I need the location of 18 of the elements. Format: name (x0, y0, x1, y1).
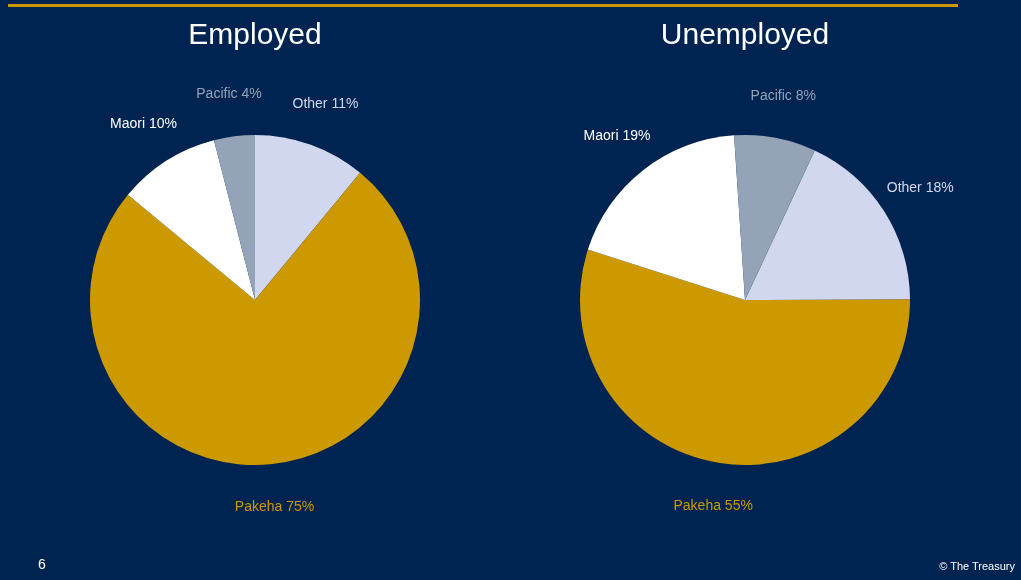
slice-label: Pakeha 55% (673, 496, 753, 513)
slice-label: Pacific 4% (196, 84, 262, 101)
chart-title: Employed (188, 17, 322, 50)
pie-slice (213, 135, 255, 300)
slice-label: Pakeha 75% (234, 498, 315, 515)
pie-slice (90, 172, 420, 465)
slice-label: Other 18% (886, 178, 954, 195)
text: © The Treasury (939, 560, 1015, 572)
pie-slice (127, 140, 255, 300)
text: 6 (38, 556, 46, 572)
slice-label: Maori 10% (110, 115, 178, 132)
slice-label: Other 11% (292, 95, 359, 112)
chart-title: Unemployed (660, 17, 830, 50)
slice-label: Pacific 8% (750, 86, 816, 103)
pie-slice (255, 135, 361, 300)
pie-slice (580, 249, 910, 465)
slice-label: Maori 19% (583, 127, 651, 144)
pie-slice (734, 135, 815, 300)
